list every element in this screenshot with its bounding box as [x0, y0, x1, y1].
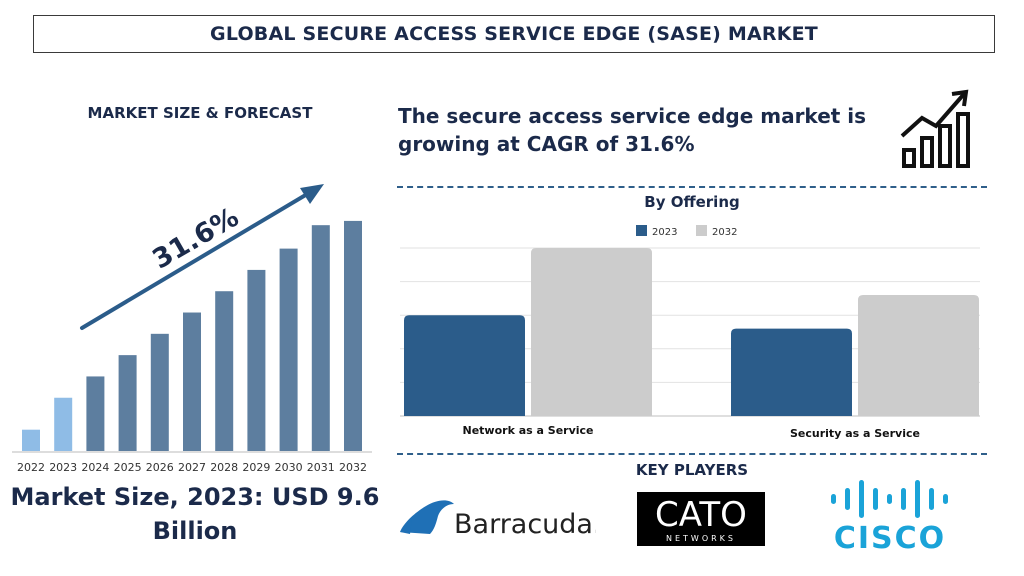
forecast-tick-label-2028: 2028 — [210, 461, 238, 474]
trend-arrow-head — [300, 184, 324, 204]
barracuda-logo-text: Barracuda. — [454, 509, 596, 540]
forecast-bar-2028 — [215, 291, 234, 451]
growth-icon-line — [900, 92, 966, 138]
offering-bar-1-2032 — [858, 295, 979, 416]
trend-arrow — [80, 188, 316, 330]
forecast-tick-label-2030: 2030 — [275, 461, 303, 474]
forecast-tick-label-2023: 2023 — [49, 461, 77, 474]
offering-bar-1-2023 — [731, 328, 852, 416]
barracuda-logo: Barracuda. — [400, 500, 596, 540]
forecast-bar-2026 — [150, 333, 169, 451]
forecast-tick-label-2026: 2026 — [146, 461, 174, 474]
forecast-tick-label-2032: 2032 — [339, 461, 367, 474]
market-size-text: Market Size, 2023: USD 9.6 Billion — [10, 483, 380, 545]
forecast-bar-chart: 2022 2023 2024 2025 2026 2027 2028 2029 2030 2031… — [12, 184, 372, 474]
offering-bar-0-2023 — [404, 315, 525, 416]
cagr-statement: The secure access service edge market is… — [398, 104, 867, 156]
forecast-tick-label-2025: 2025 — [114, 461, 142, 474]
forecast-bar-2030 — [279, 248, 298, 451]
market-size-heading: MARKET SIZE & FORECAST — [87, 104, 313, 122]
growth-icon-bar-2 — [920, 136, 934, 168]
growth-chart-icon — [900, 89, 970, 168]
offering-bar-0-2032 — [531, 248, 652, 416]
forecast-bar-2024 — [86, 376, 105, 451]
forecast-bar-2031 — [311, 225, 330, 451]
growth-icon-bar-1 — [902, 148, 916, 168]
page-title: GLOBAL SECURE ACCESS SERVICE EDGE (SASE)… — [210, 23, 818, 45]
key-players-title: KEY PLAYERS — [635, 461, 749, 479]
forecast-tick-label-2024: 2024 — [81, 461, 109, 474]
divider-top — [397, 186, 987, 188]
forecast-bar-2027 — [183, 312, 201, 451]
cato-networks-logo: CATO NETWORKS — [637, 492, 765, 546]
legend-label-2023: 2023 — [652, 227, 677, 238]
divider-bottom — [397, 453, 987, 455]
cisco-logo-text: CISCO — [834, 521, 946, 552]
cisco-logo: CISCO — [831, 480, 948, 552]
offering-category-label-0: Network as a Service — [463, 424, 594, 437]
forecast-bar-2022 — [22, 429, 40, 451]
growth-icon-bar-3 — [938, 124, 952, 168]
legend-swatch-2032 — [696, 225, 707, 236]
legend-label-2032: 2032 — [712, 227, 737, 238]
cato-logo-subtext: NETWORKS — [666, 534, 736, 543]
legend-swatch-2023 — [636, 225, 647, 236]
offering-chart-title: By Offering — [644, 193, 740, 211]
forecast-bar-2023 — [54, 397, 73, 451]
cato-logo-text: CATO — [655, 495, 747, 535]
forecast-bar-2029 — [247, 269, 266, 451]
forecast-bar-2032 — [344, 220, 362, 451]
forecast-tick-label-2029: 2029 — [242, 461, 270, 474]
forecast-tick-label-2031: 2031 — [307, 461, 335, 474]
offering-bar-chart: 2023 2032 Network as a Service Security as … — [400, 225, 980, 440]
forecast-bar-2025 — [118, 355, 137, 451]
forecast-tick-label-2027: 2027 — [178, 461, 206, 474]
growth-icon-bar-4 — [956, 112, 970, 168]
cisco-logo-bars — [831, 480, 948, 518]
title-box: GLOBAL SECURE ACCESS SERVICE EDGE (SASE)… — [33, 15, 995, 53]
forecast-tick-label-2022: 2022 — [17, 461, 45, 474]
growth-icon-arrowhead — [951, 89, 969, 107]
offering-category-label-1: Security as a Service — [790, 427, 920, 440]
